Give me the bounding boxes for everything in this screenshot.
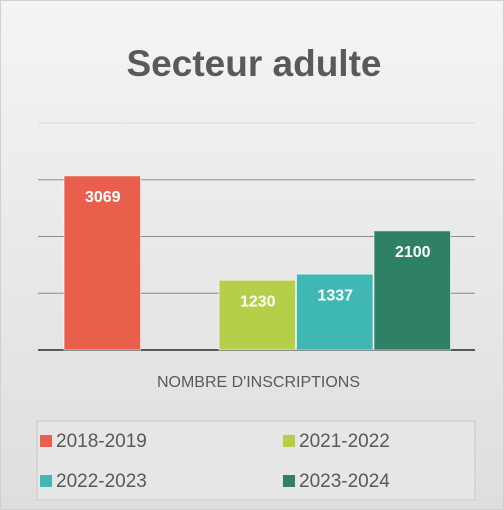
legend-swatch bbox=[283, 435, 295, 447]
data-label: 3069 bbox=[85, 189, 121, 206]
legend-swatch bbox=[40, 435, 52, 447]
legend-label: 2023-2024 bbox=[299, 471, 390, 492]
data-label: 2100 bbox=[395, 244, 431, 261]
legend-label: 2022-2023 bbox=[56, 471, 147, 492]
chart-title: Secteur adulte bbox=[127, 43, 382, 84]
x-tick-label: NOMBRE D'INSCRIPTIONS bbox=[157, 374, 360, 391]
bar bbox=[63, 175, 141, 351]
legend-label: 2018-2019 bbox=[56, 431, 147, 452]
bar bbox=[218, 279, 296, 351]
bar bbox=[296, 273, 374, 351]
legend-swatch bbox=[283, 475, 295, 487]
data-label: 1230 bbox=[240, 293, 276, 310]
legend-box bbox=[36, 420, 476, 501]
data-label: 1337 bbox=[317, 287, 353, 304]
bar bbox=[373, 230, 451, 351]
legend-label: 2021-2022 bbox=[299, 431, 390, 452]
legend-swatch bbox=[40, 475, 52, 487]
